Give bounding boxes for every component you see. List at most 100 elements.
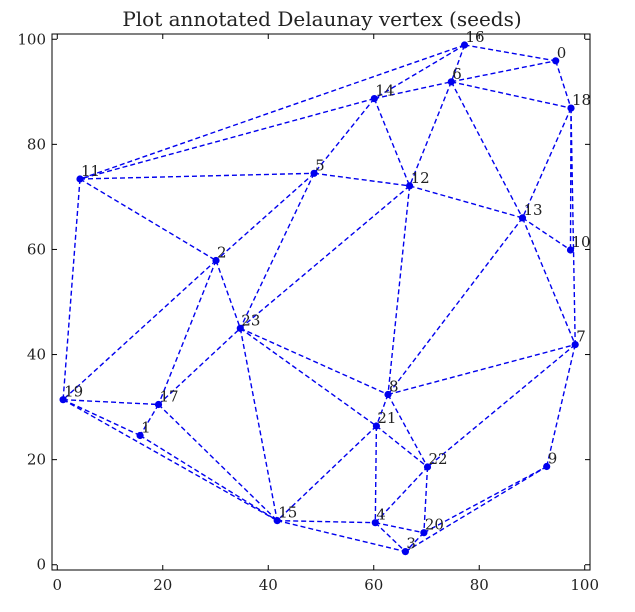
edge-13-7 [521,217,576,345]
edge-17-15 [158,403,278,522]
seed-point-20 [420,529,428,537]
seed-label-14: 14 [375,82,394,100]
edge-2-23 [215,260,241,329]
seed-label-23: 23 [241,311,260,329]
edge-17-23 [158,327,241,406]
seed-point-18 [567,104,575,112]
seed-label-20: 20 [425,516,444,534]
edge-20-9 [423,465,548,534]
edge-18-7 [570,108,576,345]
seed-point-4 [371,519,379,527]
edge-23-15 [239,328,278,521]
x-tick-label-80: 80 [470,576,489,594]
y-tick-label-60: 60 [27,240,46,258]
edge-21-22 [375,425,428,468]
edge-7-9 [546,344,576,467]
edge-4-3 [374,522,406,553]
seed-point-5 [310,169,318,177]
edge-19-1 [62,399,141,437]
edge-13-10 [522,217,571,251]
edge-12-23 [239,185,411,329]
edge-18-13 [521,107,572,219]
seed-point-7 [571,341,579,349]
seed-label-11: 11 [81,162,100,180]
edge-4-22 [374,466,429,524]
seed-label-12: 12 [411,169,430,187]
seed-point-16 [460,41,469,49]
chart-title: Plot annotated Delaunay vertex (seeds) [122,7,521,31]
edge-16-6 [450,44,466,83]
seed-point-11 [76,175,84,183]
edge-21-15 [276,425,377,522]
seed-label-15: 15 [278,504,297,522]
edge-11-19 [62,178,81,400]
edge-11-2 [79,178,217,262]
edge-6-12 [408,81,452,187]
edge-3-9 [405,465,548,553]
edge-20-3 [404,532,425,553]
edge-6-0 [451,60,556,83]
edge-5-23 [239,172,315,329]
seed-label-0: 0 [557,44,567,62]
edge-12-13 [409,185,523,219]
edge-6-13 [450,81,524,219]
seed-label-5: 5 [315,156,325,174]
edge-5-12 [314,172,410,187]
edge-8-7 [387,343,576,396]
y-tick-label-100: 100 [17,30,46,48]
y-tick-label-80: 80 [27,135,46,153]
seed-label-19: 19 [64,383,83,401]
seed-point-6 [447,78,455,86]
edge-22-20 [423,466,429,533]
edge-2-17 [157,260,217,405]
edge-19-15 [62,399,278,522]
seed-point-8 [384,390,392,399]
edge-15-4 [277,519,376,524]
seed-point-1 [136,431,144,440]
edge-14-6 [374,81,452,100]
seed-label-8: 8 [389,378,399,396]
seed-label-1: 1 [141,419,151,437]
seed-label-2: 2 [217,244,227,262]
seed-point-22 [423,463,432,471]
y-tick-label-20: 20 [27,451,46,469]
seed-point-13 [518,214,527,222]
edge-12-8 [387,185,411,395]
seed-label-17: 17 [160,388,179,406]
seed-point-0 [552,57,560,65]
seed-point-21 [372,422,380,430]
points-layer [59,41,579,556]
edge-17-1 [139,404,160,436]
seed-label-13: 13 [524,201,543,219]
edge-6-18 [451,81,572,109]
edge-14-12 [373,98,411,187]
edge-16-0 [464,44,556,62]
edge-4-20 [375,522,425,534]
edge-8-21 [375,394,389,427]
y-tick-label-40: 40 [27,346,46,364]
x-tick-label-0: 0 [53,576,63,594]
seed-label-22: 22 [429,450,448,468]
seed-point-14 [370,95,378,103]
edge-14-11 [79,97,375,180]
edge-5-2 [215,172,315,262]
edge-11-5 [79,172,315,180]
edge-15-3 [277,519,406,553]
edge-18-10 [569,108,572,251]
seed-label-6: 6 [452,65,462,83]
x-tick-label-40: 40 [259,576,278,594]
seed-point-3 [401,548,409,556]
x-tick-label-20: 20 [153,576,172,594]
edge-23-8 [240,327,389,396]
seed-point-19 [59,396,67,404]
seed-label-10: 10 [572,233,591,251]
seed-point-10 [566,246,575,254]
seed-point-2 [212,256,220,265]
edge-23-21 [239,327,377,427]
edge-16-11 [79,44,465,180]
x-tick-label-60: 60 [364,576,383,594]
edge-13-8 [387,217,524,395]
